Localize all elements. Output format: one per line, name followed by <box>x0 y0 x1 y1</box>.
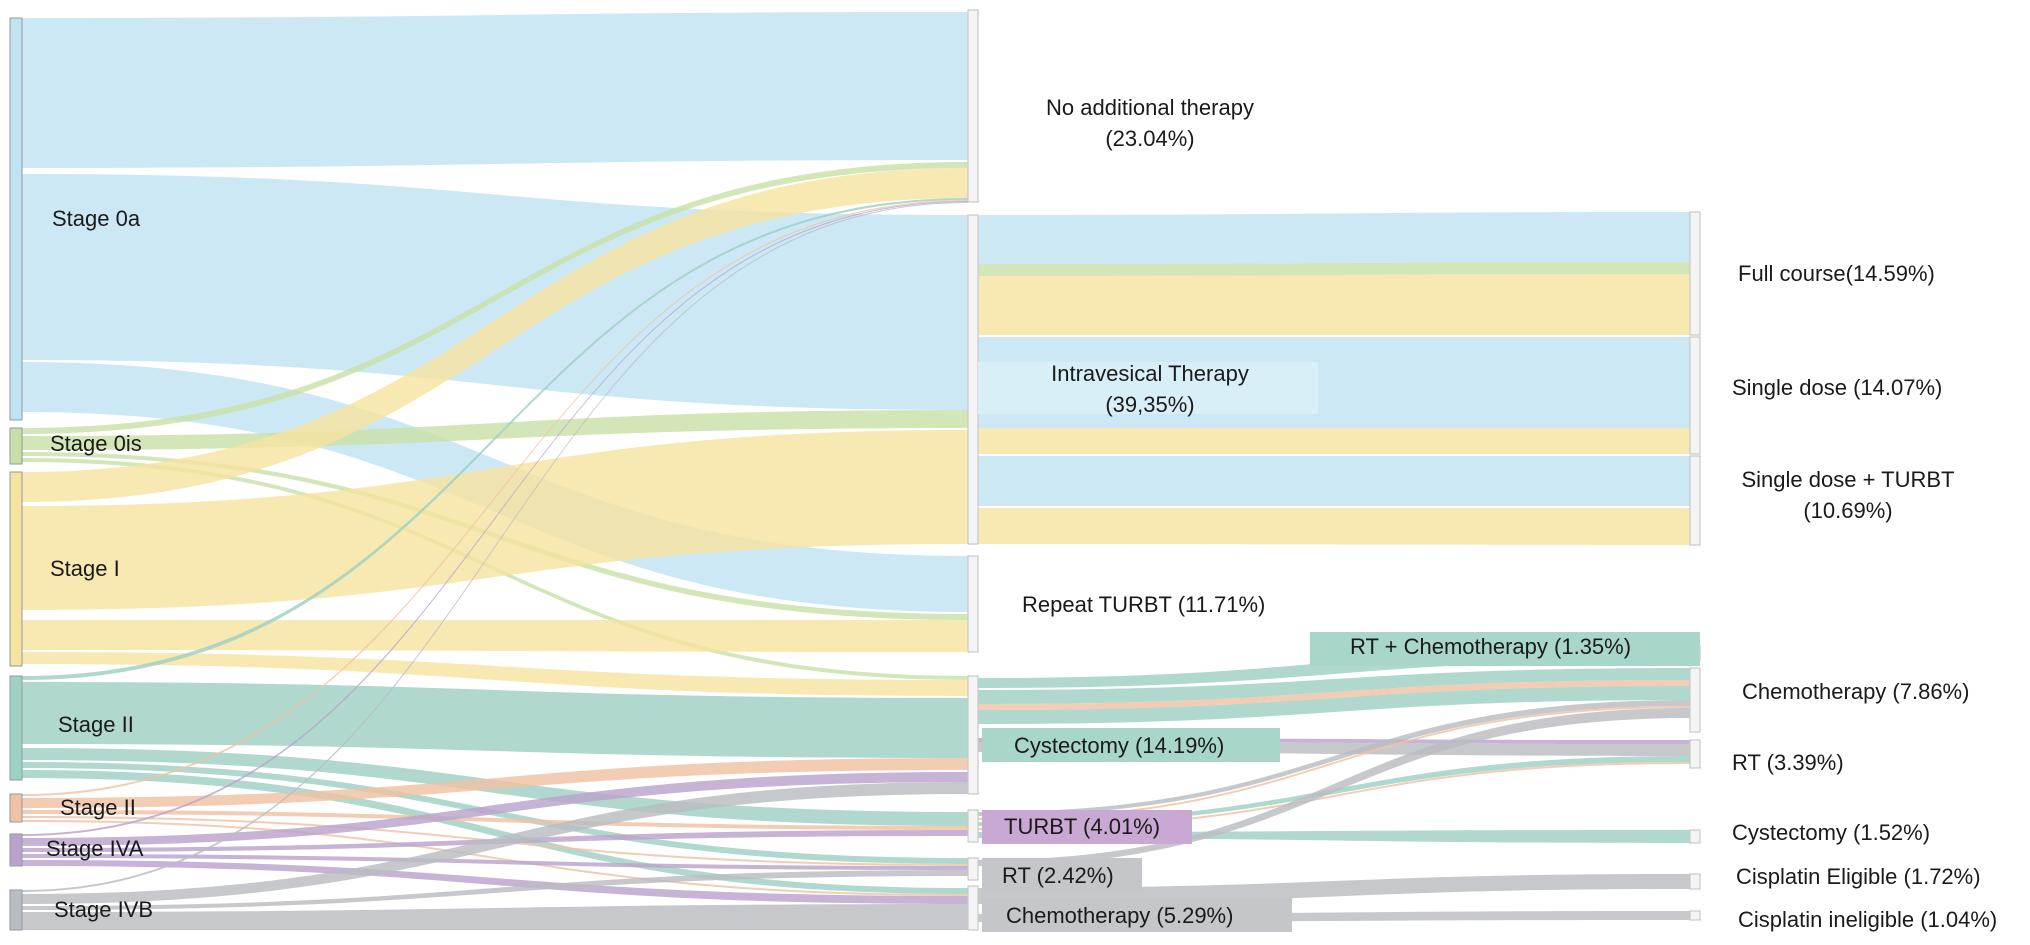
target-label-sdturbt-line-1: (10.69%) <box>1803 498 1892 523</box>
flow-sI-to-cyst-10 <box>22 652 968 696</box>
flow-sII-to-chemo-15 <box>22 770 968 894</box>
source-label-sII: Stage II <box>58 712 134 737</box>
flow-turbt-to-chemo2-13 <box>978 700 1690 816</box>
target-label-cisel-line-0: Cisplatin Eligible (1.72%) <box>1736 864 1981 889</box>
flow-chemo-to-cisel-19 <box>978 874 1690 904</box>
source-node-stage-ivb-sIVB <box>9 889 23 931</box>
middle-label-chemo-line-0: Chemotherapy (5.29%) <box>1006 903 1233 928</box>
middle-node-none <box>967 9 979 203</box>
middle-label-intra-line-1: (39,35%) <box>1105 392 1194 417</box>
flow-sIII-to-cyst-17 <box>22 758 968 808</box>
flow-s0is-to-none-3 <box>22 162 968 434</box>
target-node-cyst2 <box>1689 829 1701 844</box>
target-label-full-line-0: Full course(14.59%) <box>1738 261 1935 286</box>
target-node-single <box>1689 336 1701 455</box>
flow-links <box>22 12 1690 930</box>
middle-node-rt <box>967 857 979 881</box>
source-label-s0is: Stage 0is <box>50 431 142 456</box>
flow-sIII-to-chemo-20 <box>22 820 968 896</box>
flow-intra-to-full-2 <box>978 274 1690 335</box>
flow-sIII-to-turbt-18 <box>22 810 968 830</box>
middle-label-none-line-0: No additional therapy <box>1046 95 1254 120</box>
flow-sIVB-to-rt-28 <box>22 870 968 910</box>
target-node-chemo2 <box>1689 667 1701 733</box>
middle-label-intra-line-0: Intravesical Therapy <box>1051 361 1249 386</box>
flow-sIVA-to-chemo-25 <box>22 860 968 904</box>
source-node-stage-iva-sIVA <box>9 833 23 867</box>
middle-node-rturbt <box>967 555 979 653</box>
flow-s0a-to-intra-1 <box>22 174 968 410</box>
flow-sIII-to-none-16 <box>22 200 968 796</box>
flow-sIVB-to-chemo-29 <box>22 904 968 930</box>
target-label-rtchemo-line-0: RT + Chemotherapy (1.35%) <box>1350 634 1631 659</box>
source-label-sIII: Stage II <box>60 795 136 820</box>
source-node-stage-0a-s0a <box>9 17 23 421</box>
flow-turbt-to-chemo2-14 <box>978 706 1690 820</box>
flow-sI-to-none-7 <box>22 168 968 502</box>
flow-intra-to-sdturbt-6 <box>978 508 1690 545</box>
flow-cyst-to-chemo2-8 <box>978 668 1690 704</box>
label-background-turbt-bg <box>982 810 1192 844</box>
flow-sIVA-to-cyst-22 <box>22 772 968 846</box>
flow-intra-to-sdturbt-5 <box>978 456 1690 506</box>
flow-sII-to-cyst-12 <box>22 682 968 758</box>
source-label-sI: Stage I <box>50 556 120 581</box>
source-node-stage-i-sI <box>9 471 23 667</box>
flow-rt-to-chemo2-18 <box>978 708 1690 866</box>
middle-label-rturbt-line-0: Repeat TURBT (11.71%) <box>1022 592 1265 617</box>
flow-sIVA-to-rt-24 <box>22 854 968 870</box>
target-label-single-line-0: Single dose (14.07%) <box>1732 375 1942 400</box>
middle-node-intra <box>967 214 979 545</box>
flow-sI-to-rturbt-9 <box>22 620 968 652</box>
flow-intra-to-full-0 <box>978 212 1690 264</box>
source-node-stage-0is-s0is <box>9 427 23 465</box>
source-node-stage-ii-sIII <box>9 793 23 823</box>
middle-label-none-line-1: (23.04%) <box>1105 126 1194 151</box>
middle-node-chemo <box>967 885 979 931</box>
flow-intra-to-single-4 <box>978 428 1690 454</box>
flow-sII-to-none-11 <box>22 198 968 680</box>
label-background-chemo-bg <box>982 898 1292 932</box>
flow-sIVA-to-none-21 <box>22 201 968 836</box>
target-node-full <box>1689 211 1701 336</box>
target-node-cisel <box>1689 873 1701 890</box>
target-label-cyst2-line-0: Cystectomy (1.52%) <box>1732 820 1930 845</box>
target-node-cisinel <box>1689 910 1701 921</box>
target-label-chemo2-line-0: Chemotherapy (7.86%) <box>1742 679 1969 704</box>
flow-sIVB-to-none-26 <box>22 202 968 892</box>
target-label-cisinel-line-0: Cisplatin ineligible (1.04%) <box>1738 907 1997 932</box>
middle-node-cyst <box>967 675 979 795</box>
target-label-sdturbt-line-0: Single dose + TURBT <box>1742 467 1955 492</box>
flow-s0a-to-none-0 <box>22 12 968 168</box>
target-label-rt2-line-0: RT (3.39%) <box>1732 750 1844 775</box>
flow-intra-to-full-1 <box>978 262 1690 276</box>
source-node-stage-ii-sII <box>9 675 23 781</box>
source-label-sIVA: Stage IVA <box>46 836 144 861</box>
target-node-sdturbt <box>1689 455 1701 546</box>
middle-node-turbt <box>967 809 979 843</box>
flow-cyst-to-chemo2-9 <box>978 680 1690 710</box>
source-label-sIVB: Stage IVB <box>54 897 153 922</box>
label-background-intra-bg <box>978 362 1318 414</box>
flow-turbt-to-rt2-16 <box>978 762 1690 830</box>
label-background-rtchemo-bg <box>1310 632 1700 666</box>
target-node-rt2 <box>1689 739 1701 769</box>
source-label-s0a: Stage 0a <box>52 206 141 231</box>
flow-sIVB-to-cyst-27 <box>22 782 968 904</box>
flow-sI-to-intra-8 <box>22 430 968 610</box>
middle-label-turbt-line-0: TURBT (4.01%) <box>1004 814 1160 839</box>
node-labels: Stage 0a Stage 0is Stage I Stage II Stage II… <box>46 95 1997 932</box>
middle-label-rt-line-0: RT (2.42%) <box>1002 863 1114 888</box>
label-background-cyst-bg <box>982 728 1280 762</box>
middle-label-cyst-line-0: Cystectomy (14.19%) <box>1014 733 1224 758</box>
label-background-rt-bg <box>982 858 1142 892</box>
flow-cyst-to-chemo2-10 <box>978 686 1690 724</box>
